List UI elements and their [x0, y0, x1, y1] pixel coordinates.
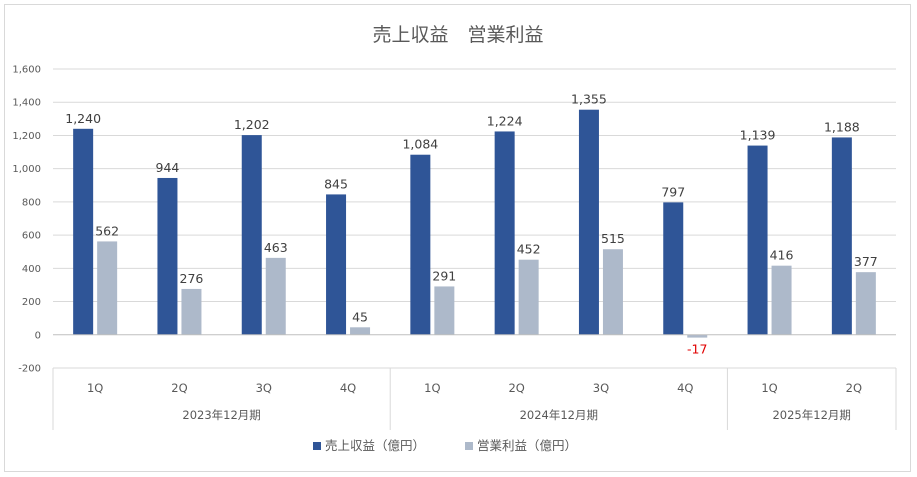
bar-revenue	[578, 109, 599, 335]
data-label: 562	[95, 223, 119, 238]
y-tick-label: 1,400	[12, 98, 41, 109]
x-tick-label: 4Q	[340, 381, 356, 395]
data-label: 944	[156, 160, 180, 175]
data-label: 1,355	[571, 92, 607, 107]
chart-svg: 売上収益 営業利益 -200 0 200 400 600 800 1,000 1,200 1,4…	[12, 24, 897, 453]
y-tick-label: 800	[22, 197, 41, 208]
legend-swatch-operating-profit	[465, 442, 473, 450]
y-tick-label: 600	[22, 231, 41, 242]
bar-operating-profit	[265, 257, 286, 335]
x-tick-label: 3Q	[256, 381, 272, 395]
x-axis: 1Q 2Q 3Q 4Q 1Q 2Q 3Q 4Q 1Q 2Q 2023年12月期 2024年12月期 20…	[52, 334, 897, 430]
bar-operating-profit	[602, 249, 623, 335]
bar-revenue	[241, 135, 262, 335]
y-tick-label: 400	[22, 264, 41, 275]
x-tick-label: 2Q	[846, 381, 862, 395]
x-tick-label: 1Q	[87, 381, 103, 395]
data-label: 1,139	[740, 128, 776, 143]
y-tick-label: 200	[22, 297, 41, 308]
data-label: 463	[264, 240, 288, 255]
gridlines	[53, 68, 896, 369]
x-tick-label: 3Q	[593, 381, 609, 395]
bar-operating-profit	[687, 334, 708, 338]
y-tick-label: 0	[35, 330, 41, 341]
bar-revenue	[326, 194, 347, 335]
bar-operating-profit	[181, 288, 202, 335]
y-tick-label: 1,000	[12, 164, 41, 175]
bar-revenue	[410, 154, 431, 335]
x-tick-label: 1Q	[424, 381, 440, 395]
y-tick-label: 1,600	[12, 65, 41, 76]
bar-revenue	[157, 177, 178, 335]
x-tick-label: 2Q	[171, 381, 187, 395]
data-label: 276	[180, 271, 204, 286]
legend-label: 売上収益（億円）	[325, 438, 425, 453]
chart-title: 売上収益 営業利益	[372, 24, 543, 46]
bars	[73, 109, 876, 338]
bar-operating-profit	[518, 259, 539, 335]
data-label: 45	[352, 309, 368, 324]
legend-label: 営業利益（億円）	[477, 438, 577, 453]
x-tick-label: 4Q	[677, 381, 693, 395]
bar-operating-profit	[855, 272, 876, 335]
data-label: 452	[517, 242, 541, 257]
data-label: 1,224	[487, 113, 523, 128]
data-label: 845	[324, 176, 348, 191]
group-label: 2024年12月期	[520, 408, 598, 422]
y-axis: -200 0 200 400 600 800 1,000 1,200 1,400 1,600	[12, 65, 41, 375]
bar-revenue	[747, 145, 768, 335]
bar-revenue	[663, 202, 684, 335]
x-tick-label: 2Q	[508, 381, 524, 395]
bar-operating-profit	[434, 286, 455, 335]
bar-revenue	[831, 137, 852, 335]
chart-frame: 売上収益 営業利益 -200 0 200 400 600 800 1,000 1,200 1,4…	[4, 4, 911, 472]
data-labels: 1,240 562 944 276 1,202 463 845 45 1,084 291 1,224…	[65, 92, 878, 357]
data-label: 797	[661, 184, 685, 199]
data-label: 1,084	[402, 137, 438, 152]
data-label: 291	[432, 268, 456, 283]
legend-swatch-revenue	[313, 442, 321, 450]
data-label: 515	[601, 231, 625, 246]
bar-operating-profit	[97, 241, 118, 335]
data-label: 377	[854, 254, 878, 269]
data-label: -17	[687, 342, 707, 357]
bar-operating-profit	[771, 265, 792, 335]
bar-revenue	[73, 128, 94, 335]
data-label: 1,188	[824, 119, 860, 134]
data-label: 1,240	[65, 111, 101, 126]
bar-operating-profit	[350, 327, 371, 335]
group-label: 2025年12月期	[772, 408, 850, 422]
y-tick-label: 1,200	[12, 131, 41, 142]
group-label: 2023年12月期	[182, 408, 260, 422]
x-tick-label: 1Q	[761, 381, 777, 395]
data-label: 416	[770, 248, 794, 263]
data-label: 1,202	[234, 117, 270, 132]
y-tick-label: -200	[18, 364, 41, 375]
legend: 売上収益（億円） 営業利益（億円）	[313, 438, 577, 453]
bar-revenue	[494, 131, 515, 335]
